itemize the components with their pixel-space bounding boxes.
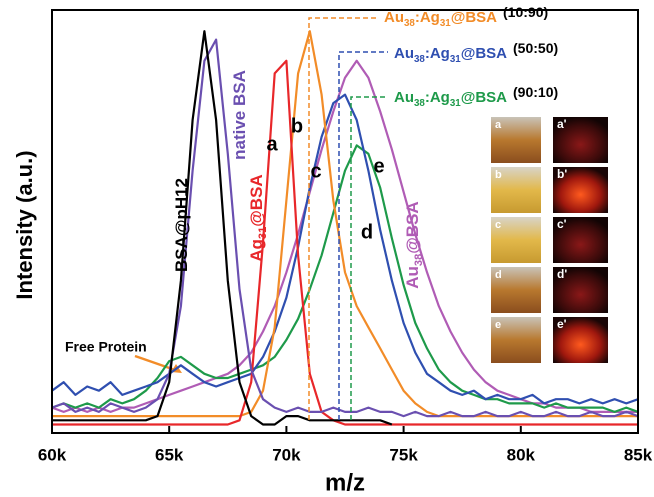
- inset-label: b: [495, 169, 502, 181]
- curve-letter: e: [373, 155, 384, 177]
- inset-label: d: [495, 269, 502, 281]
- label-part: :Ag: [425, 89, 450, 106]
- inset-photo: [491, 167, 541, 213]
- inset-photo: [491, 317, 541, 363]
- subscript: 38: [414, 98, 425, 109]
- label-part: @BSA: [403, 201, 422, 253]
- inset-label: c: [495, 219, 501, 231]
- inset-photo: [553, 317, 608, 363]
- series-line: [52, 30, 393, 426]
- label-part: Ag: [247, 239, 266, 262]
- label: Au38:Ag31@BSA (10:90): [384, 4, 548, 29]
- series-line: [51, 144, 639, 413]
- inset-photo: [491, 267, 541, 313]
- label: Ag31@BSA: [247, 174, 268, 261]
- subscript: 38: [413, 254, 425, 266]
- x-tick-label: 75k: [389, 445, 418, 464]
- leader-line: [308, 17, 378, 420]
- plot-frame: [51, 9, 639, 434]
- curve-letter: c: [310, 160, 321, 182]
- inset-photo: [553, 117, 608, 163]
- x-axis-label: m/z: [325, 469, 365, 496]
- ratio: (10:90): [503, 4, 548, 20]
- inset-photo: [491, 217, 541, 263]
- label: Au38:Ag31@BSA (50:50): [394, 40, 558, 65]
- label-part: Au: [403, 266, 422, 289]
- x-tick-label: 60k: [38, 445, 67, 464]
- label: Au38@BSA: [403, 201, 424, 288]
- inset-label: b': [557, 167, 567, 181]
- label-part: native BSA: [230, 70, 249, 160]
- y-axis-label: Intensity (a.u.): [12, 150, 37, 299]
- label: native BSA: [230, 70, 249, 160]
- inset-label: a': [557, 117, 567, 131]
- series-line: [51, 93, 639, 405]
- label-part: Au: [394, 89, 414, 106]
- free-protein-label: Free Protein: [65, 339, 147, 355]
- subscript: 31: [450, 54, 461, 65]
- inset-label: d': [557, 267, 567, 281]
- ratio: (90:10): [513, 84, 558, 100]
- inset-photo: [553, 217, 608, 263]
- inset-label: c': [557, 217, 567, 231]
- series-line: [52, 59, 638, 426]
- curve-letter: b: [291, 115, 303, 137]
- curve-letter: d: [361, 221, 373, 243]
- x-tick-label: 70k: [272, 445, 301, 464]
- subscript: 31: [450, 98, 461, 109]
- label: Au38:Ag31@BSA (90:10): [394, 84, 558, 109]
- series-line: [51, 38, 639, 418]
- inset-photo: [553, 167, 608, 213]
- label-part: Au: [394, 45, 414, 62]
- subscript: 31: [440, 18, 451, 29]
- inset-label: e': [557, 317, 567, 331]
- label-part: :Ag: [425, 45, 450, 62]
- subscript: 31: [257, 227, 269, 239]
- inset-label: a: [495, 119, 502, 131]
- label-part: @BSA: [461, 45, 507, 62]
- inset-label: e: [495, 319, 501, 331]
- subscript: 38: [414, 54, 425, 65]
- inset-photo: [491, 117, 541, 163]
- label-part: @BSA: [247, 174, 266, 226]
- label-part: BSA@pH12: [172, 178, 191, 272]
- series-line: [51, 59, 638, 413]
- label-part: @BSA: [451, 9, 497, 26]
- x-tick-label: 85k: [624, 445, 653, 464]
- label-part: :Ag: [415, 9, 440, 26]
- inset-photo: [553, 267, 608, 313]
- ratio: (50:50): [513, 40, 558, 56]
- curve-letter: a: [266, 133, 278, 155]
- x-tick-label: 80k: [507, 445, 536, 464]
- leader-line: [350, 96, 388, 420]
- label: BSA@pH12: [172, 178, 191, 272]
- label-part: Au: [384, 9, 404, 26]
- x-tick-label: 65k: [155, 445, 184, 464]
- label-part: @BSA: [461, 89, 507, 106]
- leader-line: [338, 51, 388, 420]
- subscript: 38: [404, 18, 415, 29]
